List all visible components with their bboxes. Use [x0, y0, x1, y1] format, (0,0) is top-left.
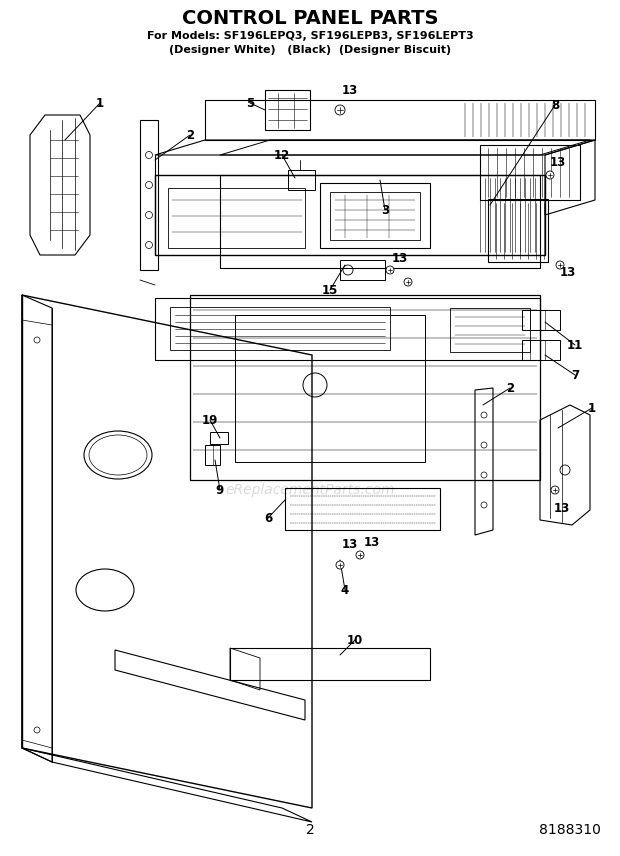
Text: 5: 5: [246, 97, 254, 110]
Text: 2: 2: [186, 128, 194, 141]
Circle shape: [546, 171, 554, 179]
Text: 2: 2: [506, 382, 514, 395]
Circle shape: [335, 105, 345, 115]
Circle shape: [556, 261, 564, 269]
Text: 6: 6: [264, 512, 272, 525]
Circle shape: [336, 561, 344, 569]
Text: 3: 3: [381, 204, 389, 217]
Text: 19: 19: [202, 413, 218, 426]
Text: 12: 12: [274, 148, 290, 162]
Text: 13: 13: [392, 252, 408, 265]
Text: CONTROL PANEL PARTS: CONTROL PANEL PARTS: [182, 9, 438, 27]
Text: 11: 11: [567, 338, 583, 352]
Circle shape: [551, 486, 559, 494]
Text: 13: 13: [560, 265, 576, 278]
Text: 13: 13: [554, 502, 570, 514]
Text: 1: 1: [588, 401, 596, 414]
Text: 7: 7: [571, 368, 579, 382]
Text: 1: 1: [96, 97, 104, 110]
Text: 13: 13: [342, 84, 358, 97]
Text: 13: 13: [342, 538, 358, 550]
Text: 13: 13: [364, 536, 380, 549]
Text: 13: 13: [550, 156, 566, 169]
Circle shape: [34, 727, 40, 733]
Text: 10: 10: [347, 633, 363, 646]
Text: (Designer White)   (Black)  (Designer Biscuit): (Designer White) (Black) (Designer Biscu…: [169, 45, 451, 55]
Text: 8188310: 8188310: [539, 823, 601, 837]
Circle shape: [404, 278, 412, 286]
Circle shape: [356, 551, 364, 559]
Text: 9: 9: [216, 484, 224, 496]
Circle shape: [386, 266, 394, 274]
Text: 8: 8: [551, 98, 559, 111]
Text: 15: 15: [322, 283, 338, 296]
Circle shape: [34, 337, 40, 343]
Text: eReplacementParts.com: eReplacementParts.com: [225, 483, 395, 497]
Text: 4: 4: [341, 584, 349, 597]
Text: 2: 2: [306, 823, 314, 837]
Text: For Models: SF196LEPQ3, SF196LEPB3, SF196LEPT3: For Models: SF196LEPQ3, SF196LEPB3, SF19…: [147, 31, 473, 41]
